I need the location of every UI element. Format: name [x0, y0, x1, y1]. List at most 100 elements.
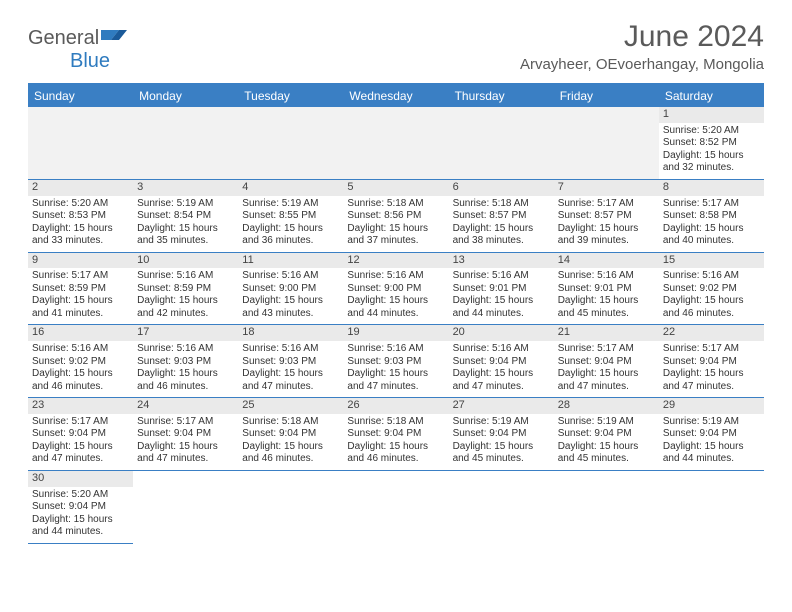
calendar-cell: 29Sunrise: 5:19 AMSunset: 9:04 PMDayligh… — [659, 398, 764, 471]
sunset-text: Sunset: 9:04 PM — [242, 428, 339, 441]
sunrise-text: Sunrise: 5:17 AM — [663, 198, 760, 211]
calendar-cell: 5Sunrise: 5:18 AMSunset: 8:56 PMDaylight… — [343, 180, 448, 253]
sunrise-text: Sunrise: 5:18 AM — [347, 416, 444, 429]
daylight-text-2: and 46 minutes. — [242, 453, 339, 466]
sunset-text: Sunset: 8:56 PM — [347, 210, 444, 223]
calendar-cell: 25Sunrise: 5:18 AMSunset: 9:04 PMDayligh… — [238, 398, 343, 471]
calendar-cell: 9Sunrise: 5:17 AMSunset: 8:59 PMDaylight… — [28, 253, 133, 326]
day-number: 21 — [554, 325, 659, 341]
calendar-cell: 7Sunrise: 5:17 AMSunset: 8:57 PMDaylight… — [554, 180, 659, 253]
daylight-text-2: and 44 minutes. — [663, 453, 760, 466]
daylight-text-1: Daylight: 15 hours — [558, 368, 655, 381]
daylight-text-2: and 41 minutes. — [32, 308, 129, 321]
day-number: 16 — [28, 325, 133, 341]
daylight-text-2: and 44 minutes. — [32, 526, 129, 539]
daylight-text-1: Daylight: 15 hours — [242, 223, 339, 236]
calendar-cell-empty — [554, 471, 659, 544]
sunset-text: Sunset: 8:57 PM — [453, 210, 550, 223]
day-header-wednesday: Wednesday — [343, 85, 448, 107]
day-header-monday: Monday — [133, 85, 238, 107]
calendar-cell: 24Sunrise: 5:17 AMSunset: 9:04 PMDayligh… — [133, 398, 238, 471]
calendar-cell: 22Sunrise: 5:17 AMSunset: 9:04 PMDayligh… — [659, 325, 764, 398]
sunset-text: Sunset: 9:03 PM — [137, 356, 234, 369]
sunrise-text: Sunrise: 5:19 AM — [663, 416, 760, 429]
day-header-thursday: Thursday — [449, 85, 554, 107]
daylight-text-2: and 33 minutes. — [32, 235, 129, 248]
sunrise-text: Sunrise: 5:17 AM — [32, 416, 129, 429]
daylight-text-1: Daylight: 15 hours — [32, 514, 129, 527]
calendar-cell: 4Sunrise: 5:19 AMSunset: 8:55 PMDaylight… — [238, 180, 343, 253]
day-number: 26 — [343, 398, 448, 414]
calendar-cell-empty — [238, 107, 343, 180]
week-row: 30Sunrise: 5:20 AMSunset: 9:04 PMDayligh… — [28, 471, 764, 544]
day-number: 2 — [28, 180, 133, 196]
daylight-text-2: and 38 minutes. — [453, 235, 550, 248]
sunset-text: Sunset: 9:04 PM — [663, 356, 760, 369]
sunset-text: Sunset: 8:58 PM — [663, 210, 760, 223]
daylight-text-2: and 46 minutes. — [32, 381, 129, 394]
day-number: 29 — [659, 398, 764, 414]
calendar-cell: 19Sunrise: 5:16 AMSunset: 9:03 PMDayligh… — [343, 325, 448, 398]
day-number: 24 — [133, 398, 238, 414]
sunset-text: Sunset: 9:04 PM — [558, 428, 655, 441]
calendar-cell-empty — [343, 471, 448, 544]
sunrise-text: Sunrise: 5:16 AM — [453, 270, 550, 283]
calendar-cell: 14Sunrise: 5:16 AMSunset: 9:01 PMDayligh… — [554, 253, 659, 326]
sunrise-text: Sunrise: 5:18 AM — [347, 198, 444, 211]
day-number: 13 — [449, 253, 554, 269]
sunrise-text: Sunrise: 5:16 AM — [558, 270, 655, 283]
calendar-cell: 15Sunrise: 5:16 AMSunset: 9:02 PMDayligh… — [659, 253, 764, 326]
logo: General Blue — [28, 20, 129, 73]
daylight-text-2: and 47 minutes. — [32, 453, 129, 466]
daylight-text-2: and 46 minutes. — [347, 453, 444, 466]
sunset-text: Sunset: 9:04 PM — [453, 356, 550, 369]
week-row: 2Sunrise: 5:20 AMSunset: 8:53 PMDaylight… — [28, 180, 764, 253]
day-number: 8 — [659, 180, 764, 196]
location-text: Arvayheer, OEvoerhangay, Mongolia — [520, 56, 764, 73]
daylight-text-1: Daylight: 15 hours — [558, 295, 655, 308]
daylight-text-1: Daylight: 15 hours — [663, 295, 760, 308]
sunset-text: Sunset: 8:59 PM — [137, 283, 234, 296]
calendar-cell: 3Sunrise: 5:19 AMSunset: 8:54 PMDaylight… — [133, 180, 238, 253]
sunrise-text: Sunrise: 5:16 AM — [453, 343, 550, 356]
daylight-text-1: Daylight: 15 hours — [242, 368, 339, 381]
day-number: 4 — [238, 180, 343, 196]
daylight-text-2: and 47 minutes. — [347, 381, 444, 394]
sunset-text: Sunset: 8:53 PM — [32, 210, 129, 223]
day-number: 11 — [238, 253, 343, 269]
week-row: 9Sunrise: 5:17 AM Sunset: 8:59 PM Daylight… — [28, 253, 764, 326]
sunrise-text: Sunrise: 5:17 AM — [32, 270, 129, 283]
sunrise-text: Sunrise: 5:16 AM — [347, 343, 444, 356]
sunset-text: Sunset: 9:04 PM — [32, 501, 129, 514]
day-number: 3 — [133, 180, 238, 196]
sunrise-text: Sunrise: 5:19 AM — [242, 198, 339, 211]
day-number: 19 — [343, 325, 448, 341]
sunrise-text: Sunrise: 5:20 AM — [32, 489, 129, 502]
day-number: 9 — [28, 253, 133, 269]
day-number: 10 — [133, 253, 238, 269]
sunrise-text: Sunrise: 5:17 AM — [558, 343, 655, 356]
calendar-cell-empty — [238, 471, 343, 544]
sunset-text: Sunset: 9:03 PM — [242, 356, 339, 369]
daylight-text-2: and 47 minutes. — [137, 453, 234, 466]
calendar-cell-empty — [343, 107, 448, 180]
sunrise-text: Sunrise: 5:16 AM — [242, 343, 339, 356]
sunset-text: Sunset: 8:57 PM — [558, 210, 655, 223]
calendar-cell-empty — [554, 107, 659, 180]
day-header-saturday: Saturday — [659, 85, 764, 107]
daylight-text-2: and 46 minutes. — [663, 308, 760, 321]
sunset-text: Sunset: 9:03 PM — [347, 356, 444, 369]
daylight-text-1: Daylight: 15 hours — [453, 295, 550, 308]
sunrise-text: Sunrise: 5:17 AM — [663, 343, 760, 356]
daylight-text-1: Daylight: 15 hours — [347, 295, 444, 308]
daylight-text-1: Daylight: 15 hours — [663, 150, 760, 163]
sunset-text: Sunset: 9:04 PM — [137, 428, 234, 441]
calendar-cell-empty — [133, 107, 238, 180]
day-number: 1 — [659, 107, 764, 123]
daylight-text-2: and 40 minutes. — [663, 235, 760, 248]
daylight-text-2: and 47 minutes. — [663, 381, 760, 394]
calendar-cell: 6Sunrise: 5:18 AMSunset: 8:57 PMDaylight… — [449, 180, 554, 253]
daylight-text-1: Daylight: 15 hours — [663, 368, 760, 381]
sunrise-text: Sunrise: 5:16 AM — [663, 270, 760, 283]
day-number: 25 — [238, 398, 343, 414]
